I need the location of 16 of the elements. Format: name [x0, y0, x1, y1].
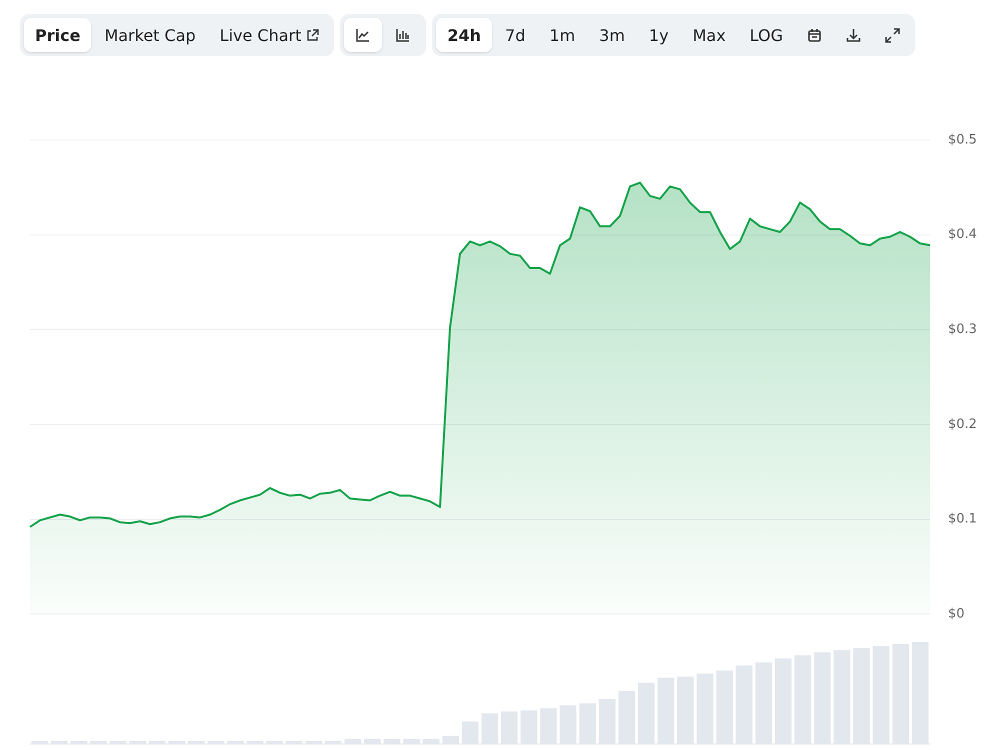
text: Max: [692, 26, 726, 44]
text: 3m: [599, 26, 625, 44]
y-tick-label: $0.1: [948, 512, 977, 527]
text: Live Chart: [220, 26, 302, 44]
text: LOG: [750, 26, 783, 44]
text: Price: [35, 26, 80, 44]
y-tick-label: $0.4: [948, 227, 977, 242]
y-tick-label: $0: [948, 606, 965, 622]
text: 24h: [447, 26, 482, 44]
y-tick-label: $0.5: [948, 132, 977, 148]
text: Market Cap: [104, 26, 196, 44]
text: 1m: [549, 26, 576, 44]
y-tick-label: $0.3: [948, 322, 977, 338]
text: 1y: [648, 26, 669, 44]
text: 7d: [505, 26, 526, 44]
y-tick-label: $0.2: [948, 416, 977, 432]
